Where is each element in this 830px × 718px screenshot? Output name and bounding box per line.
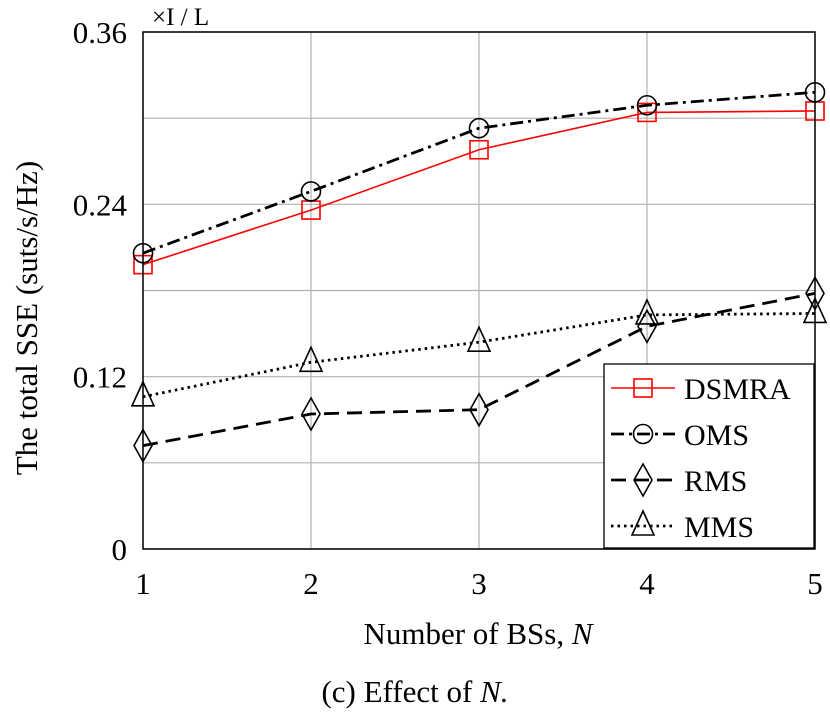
- x-tick-label: 4: [639, 566, 655, 601]
- y-axis-multiplier: ×I / L: [152, 4, 209, 31]
- caption-variable: N.: [479, 674, 508, 709]
- caption-text: (c) Effect of: [321, 674, 480, 709]
- legend-marker-rms: [633, 462, 653, 498]
- series-line-dsmra: [142, 110, 816, 266]
- legend-item-dsmra: DSMRA: [611, 373, 791, 406]
- x-tick-label: 2: [303, 566, 319, 601]
- data-point-mms: [634, 297, 660, 325]
- legend-item-mms: MMS: [611, 509, 754, 544]
- figure-caption: (c) Effect of N.: [321, 674, 508, 709]
- y-axis-label: The total SSE (suts/s/Hz): [9, 161, 44, 475]
- tick-labels: 1 2 3 4 5 0 0.12 0.24 0.36: [73, 15, 823, 601]
- data-point-oms: [636, 94, 658, 116]
- data-point-dsmra: [637, 102, 657, 123]
- x-tick-label: 1: [135, 566, 151, 601]
- legend-label-dsmra: DSMRA: [684, 373, 791, 406]
- data-point-rms: [637, 308, 657, 345]
- data-point-oms: [300, 181, 322, 202]
- legend-label-oms: OMS: [684, 419, 749, 452]
- series-line-mms: [142, 312, 816, 399]
- legend-marker-dsmra: [633, 378, 653, 398]
- legend: DSMRA OMS RMS MMS: [603, 363, 815, 549]
- x-tick-label: 5: [807, 566, 823, 601]
- x-tick-label: 3: [471, 566, 487, 601]
- plot-frame: [142, 31, 816, 550]
- data-point-rms: [301, 396, 321, 432]
- data-point-oms: [468, 117, 490, 139]
- y-tick-label: 0.24: [73, 187, 128, 222]
- legend-box: [603, 363, 815, 549]
- y-tick-label: 0: [112, 532, 128, 567]
- x-axis-label-variable: N: [571, 616, 595, 651]
- y-tick-label: 0.36: [73, 15, 127, 50]
- y-tick-label: 0.12: [73, 360, 127, 395]
- legend-item-oms: OMS: [611, 419, 749, 452]
- data-point-mms: [298, 345, 324, 373]
- x-axis-label: Number of BSs, N: [363, 616, 594, 651]
- data-point-dsmra: [469, 139, 489, 160]
- legend-label-rms: RMS: [684, 465, 747, 498]
- legend-marker-mms: [630, 509, 656, 536]
- data-point-rms: [469, 392, 489, 428]
- legend-label-mms: MMS: [684, 511, 754, 544]
- legend-marker-oms: [632, 423, 654, 445]
- data-point-mms: [466, 325, 492, 353]
- series-line-oms: [142, 90, 816, 255]
- x-axis-label-text: Number of BSs,: [363, 616, 571, 651]
- legend-item-rms: RMS: [611, 462, 747, 498]
